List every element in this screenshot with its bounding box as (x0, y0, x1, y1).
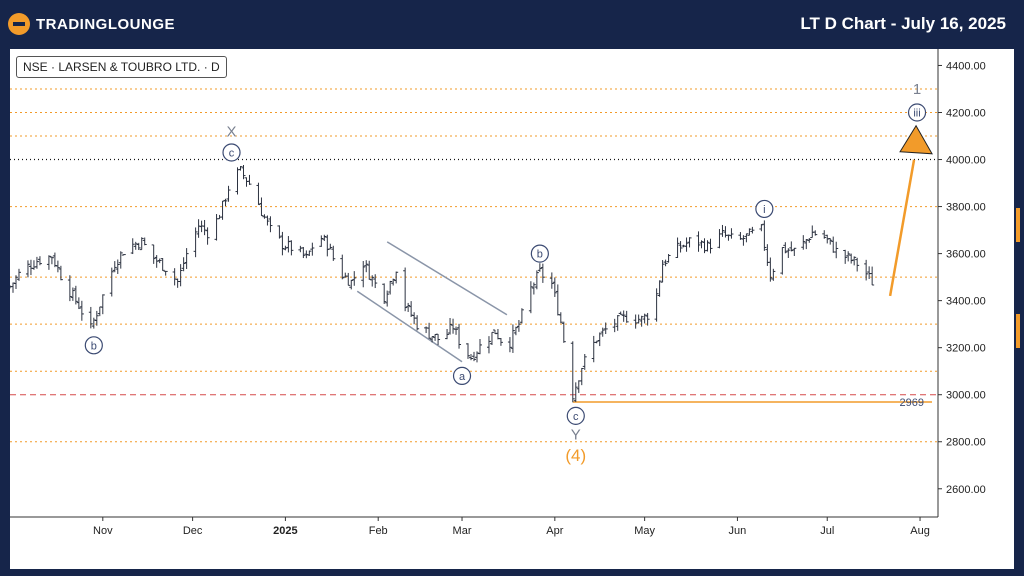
tradinglounge-logo: TRADINGLOUNGE (8, 13, 175, 35)
wave-label: i (763, 204, 765, 216)
chart-panel: 2969 2600.00 2800.00 3000.00 3200.00 3400.00 3… (10, 49, 1014, 569)
time-tick-label: Nov (93, 525, 113, 537)
projection-arrow-line (888, 159, 916, 297)
time-tick-label: Dec (183, 525, 203, 537)
header-bar: TRADINGLOUNGE LT D Chart - July 16, 2025 (0, 0, 1024, 48)
wave-label-circle (84, 336, 103, 355)
wave-label: b (537, 249, 543, 261)
wave-label-circle (566, 406, 585, 425)
wave-label-circle (755, 199, 774, 219)
wave-label: a (459, 371, 466, 383)
wave-label-circle (530, 244, 549, 263)
wave-label: b (91, 340, 97, 352)
projection-arrow-head-icon (899, 124, 933, 155)
time-tick-label: Jul (820, 525, 834, 537)
price-tick-label: 4400.00 (946, 60, 986, 72)
price-tick-label: 3200.00 (946, 343, 986, 355)
wave-channel-line (356, 290, 463, 363)
wave-channel-line (386, 241, 508, 316)
wave-label-circle (222, 143, 241, 162)
time-tick-label: Feb (369, 525, 388, 537)
logo-text: TRADINGLOUNGE (36, 15, 175, 33)
wave-label-circle (907, 103, 927, 122)
price-tick-label: 4200.00 (946, 107, 986, 119)
wave-label: c (573, 411, 579, 423)
chart-title: LT D Chart - July 16, 2025 (800, 14, 1006, 33)
time-tick-label: 2025 (273, 525, 297, 537)
price-tick-label: 4000.00 (946, 155, 986, 167)
price-tick-label: 3000.00 (946, 390, 986, 402)
wave-label: iii (913, 107, 920, 119)
wave-label: Y (571, 427, 581, 444)
time-tick-label: Apr (546, 525, 563, 537)
time-tick-label: May (634, 525, 655, 537)
time-tick-label: Mar (453, 525, 472, 537)
right-side-tab-lower (1016, 314, 1020, 348)
wave-label: c (229, 147, 235, 159)
price-tick-label: 3800.00 (946, 202, 986, 214)
wave-label: X (227, 123, 237, 140)
logo-mark-icon (8, 13, 30, 35)
price-tick-label: 3400.00 (946, 296, 986, 308)
price-tick-label: 3600.00 (946, 249, 986, 261)
time-tick-label: Aug (910, 525, 930, 537)
wave-label: 1 (913, 81, 921, 98)
price-tick-label: 2600.00 (946, 484, 986, 496)
wave-label-circle (452, 366, 472, 385)
wave-label: (4) (565, 446, 586, 465)
price-tick-label: 2800.00 (946, 437, 986, 449)
right-side-tab-upper (1016, 208, 1020, 242)
time-tick-label: Jun (729, 525, 747, 537)
symbol-label: NSE · LARSEN & TOUBRO LTD. · D (16, 56, 227, 78)
support-level-label: 2969 (900, 397, 924, 409)
price-chart[interactable]: 2969 2600.00 2800.00 3000.00 3200.00 3400.00 3… (10, 49, 1014, 569)
